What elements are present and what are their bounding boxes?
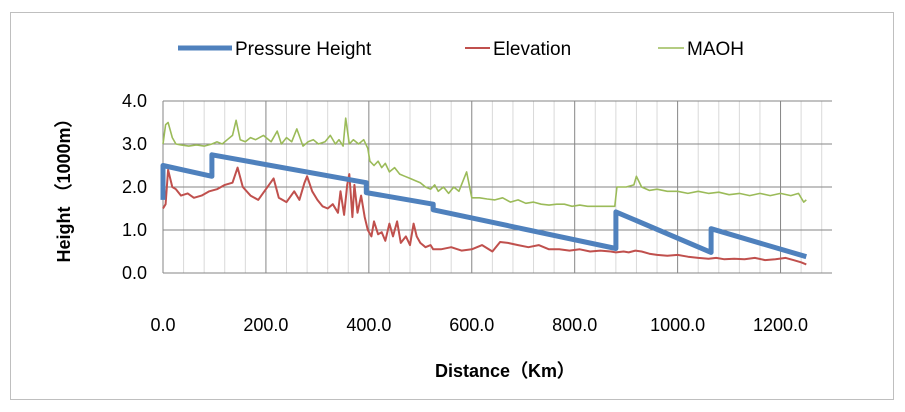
legend-label-maoh: MAOH: [687, 39, 744, 60]
y-tick-label: 0.0: [122, 263, 147, 283]
y-tick-label: 1.0: [122, 220, 147, 240]
legend-label-pressure-height: Pressure Height: [235, 39, 372, 60]
series-line-elevation: [162, 166, 807, 266]
series-line-maoh: [162, 117, 807, 208]
y-tick-label: 3.0: [122, 134, 147, 154]
x-axis-title: Distance（Km）: [435, 361, 575, 381]
x-tick-label: 1000.0: [650, 315, 705, 335]
chart-frame: [10, 12, 894, 400]
legend-label-elevation: Elevation: [493, 39, 571, 60]
x-tick-label: 600.0: [449, 315, 494, 335]
y-tick-label: 2.0: [122, 177, 147, 197]
x-tick-label: 0.0: [150, 315, 175, 335]
x-tick-label: 800.0: [552, 315, 597, 335]
x-tick-label: 200.0: [243, 315, 288, 335]
y-axis-title: Height （1000m）: [54, 109, 74, 262]
series-line-pressure-height: [160, 152, 808, 260]
x-tick-label: 1200.0: [753, 315, 808, 335]
x-tick-label: 400.0: [346, 315, 391, 335]
y-tick-label: 4.0: [122, 91, 147, 111]
